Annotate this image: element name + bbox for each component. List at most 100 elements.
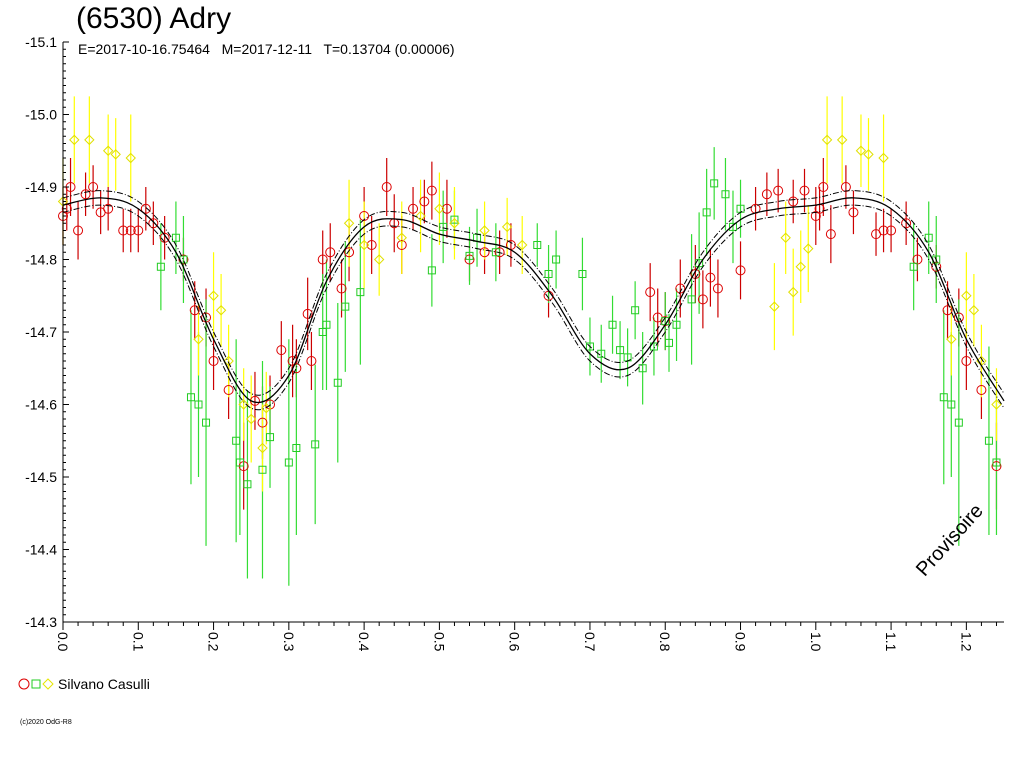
data-point-circle	[88, 182, 99, 192]
data-point-circle	[991, 461, 1002, 472]
data-point-square	[311, 440, 320, 449]
data-point-diamond	[434, 203, 445, 214]
data-point-circle	[359, 211, 370, 221]
data-point-square	[939, 393, 948, 402]
data-point-square	[533, 241, 542, 249]
data-point-square	[202, 418, 211, 427]
data-point-square	[356, 288, 365, 297]
data-point-circle	[103, 203, 114, 214]
chart-title: (6530) Adry	[76, 2, 232, 35]
data-point-square	[322, 320, 331, 329]
data-point-circle	[118, 225, 129, 236]
data-point-diamond	[261, 402, 272, 414]
data-point-circle	[840, 182, 851, 192]
data-point-circle	[735, 265, 746, 276]
data-point-circle	[761, 189, 772, 200]
data-point-square	[909, 262, 918, 271]
data-point-circle	[302, 308, 313, 319]
data-point-diamond	[223, 355, 234, 367]
data-point-circle	[133, 225, 144, 236]
data-point-square	[341, 302, 350, 311]
data-point-circle	[223, 385, 234, 395]
data-point-circle	[306, 356, 317, 366]
data-point-diamond	[215, 305, 227, 316]
data-point-square	[544, 270, 553, 278]
fit-curve	[62, 197, 1005, 403]
markers-layer	[57, 134, 1002, 489]
data-point-circle	[325, 247, 336, 258]
data-point-square	[450, 215, 459, 224]
data-point-diamond	[479, 225, 490, 236]
data-point-circle	[396, 240, 407, 250]
y-tick-label: -14.5	[25, 469, 57, 485]
data-point-diamond	[769, 301, 780, 312]
data-point-square	[171, 233, 180, 242]
data-point-circle	[705, 272, 716, 283]
data-point-diamond	[449, 218, 460, 229]
x-tick-label: 1.0	[808, 632, 824, 652]
data-point-diamond	[878, 152, 889, 164]
data-point-diamond	[110, 149, 121, 160]
data-point-square	[156, 262, 165, 271]
data-point-diamond	[373, 254, 385, 265]
data-point-circle	[381, 182, 392, 192]
copyright-note: (c)2020 OdG-R8	[20, 719, 72, 726]
data-point-circle	[148, 218, 159, 229]
x-tick-label: 0.4	[356, 632, 372, 652]
data-point-square	[728, 222, 737, 231]
data-point-circle	[961, 356, 972, 366]
data-point-circle	[140, 203, 151, 214]
data-point-circle	[317, 254, 328, 265]
data-point-circle	[336, 283, 347, 294]
data-point-circle	[848, 207, 859, 218]
data-point-square	[954, 418, 963, 427]
x-tick-label: 0.6	[507, 632, 523, 652]
data-point-circle	[878, 225, 889, 236]
data-point-circle	[276, 345, 287, 356]
data-point-square	[552, 255, 561, 264]
data-point-square	[194, 400, 203, 409]
data-point-circle	[675, 283, 686, 294]
chart-subtitle: E=2017-10-16.75464 M=2017-12-11 T=0.1370…	[78, 41, 455, 57]
data-point-circle	[291, 363, 302, 374]
data-point-circle	[80, 189, 91, 200]
data-point-square	[186, 393, 195, 402]
data-point-diamond	[780, 232, 791, 243]
data-point-circle	[479, 247, 490, 258]
data-point-circle	[494, 247, 505, 258]
data-point-circle	[419, 196, 430, 207]
data-point-square	[284, 458, 293, 467]
data-point-diamond	[961, 290, 972, 301]
data-point-square	[924, 233, 933, 242]
data-point-square	[710, 179, 719, 188]
data-point-diamond	[863, 149, 874, 160]
data-point-square	[616, 346, 625, 355]
data-point-circle	[773, 185, 784, 196]
legend-markers-icon	[18, 678, 54, 690]
x-tick-label: 0.5	[431, 632, 447, 652]
x-tick-label: 0.0	[55, 632, 71, 652]
data-point-diamond	[257, 442, 268, 454]
y-tick-label: -14.9	[25, 179, 57, 195]
data-point-circle	[257, 417, 268, 428]
data-point-diamond	[193, 334, 204, 345]
x-tick-label: 0.2	[206, 632, 222, 652]
data-point-diamond	[788, 286, 799, 298]
x-tick-label: 1.1	[883, 632, 899, 652]
data-point-square	[585, 342, 594, 351]
data-point-square	[465, 251, 474, 260]
data-point-square	[427, 266, 436, 275]
x-tick-label: 0.7	[582, 632, 598, 652]
data-point-square	[266, 433, 275, 442]
data-point-circle	[976, 385, 987, 395]
data-point-circle	[73, 225, 84, 236]
data-point-diamond	[415, 210, 426, 222]
data-point-square	[992, 458, 1001, 467]
y-tick-label: -14.7	[25, 324, 57, 340]
data-point-circle	[645, 287, 656, 298]
data-point-square	[439, 222, 448, 231]
data-point-circle	[366, 240, 377, 250]
data-point-square	[631, 306, 640, 315]
data-point-square	[578, 270, 587, 278]
y-tick-label: -14.4	[25, 542, 57, 558]
